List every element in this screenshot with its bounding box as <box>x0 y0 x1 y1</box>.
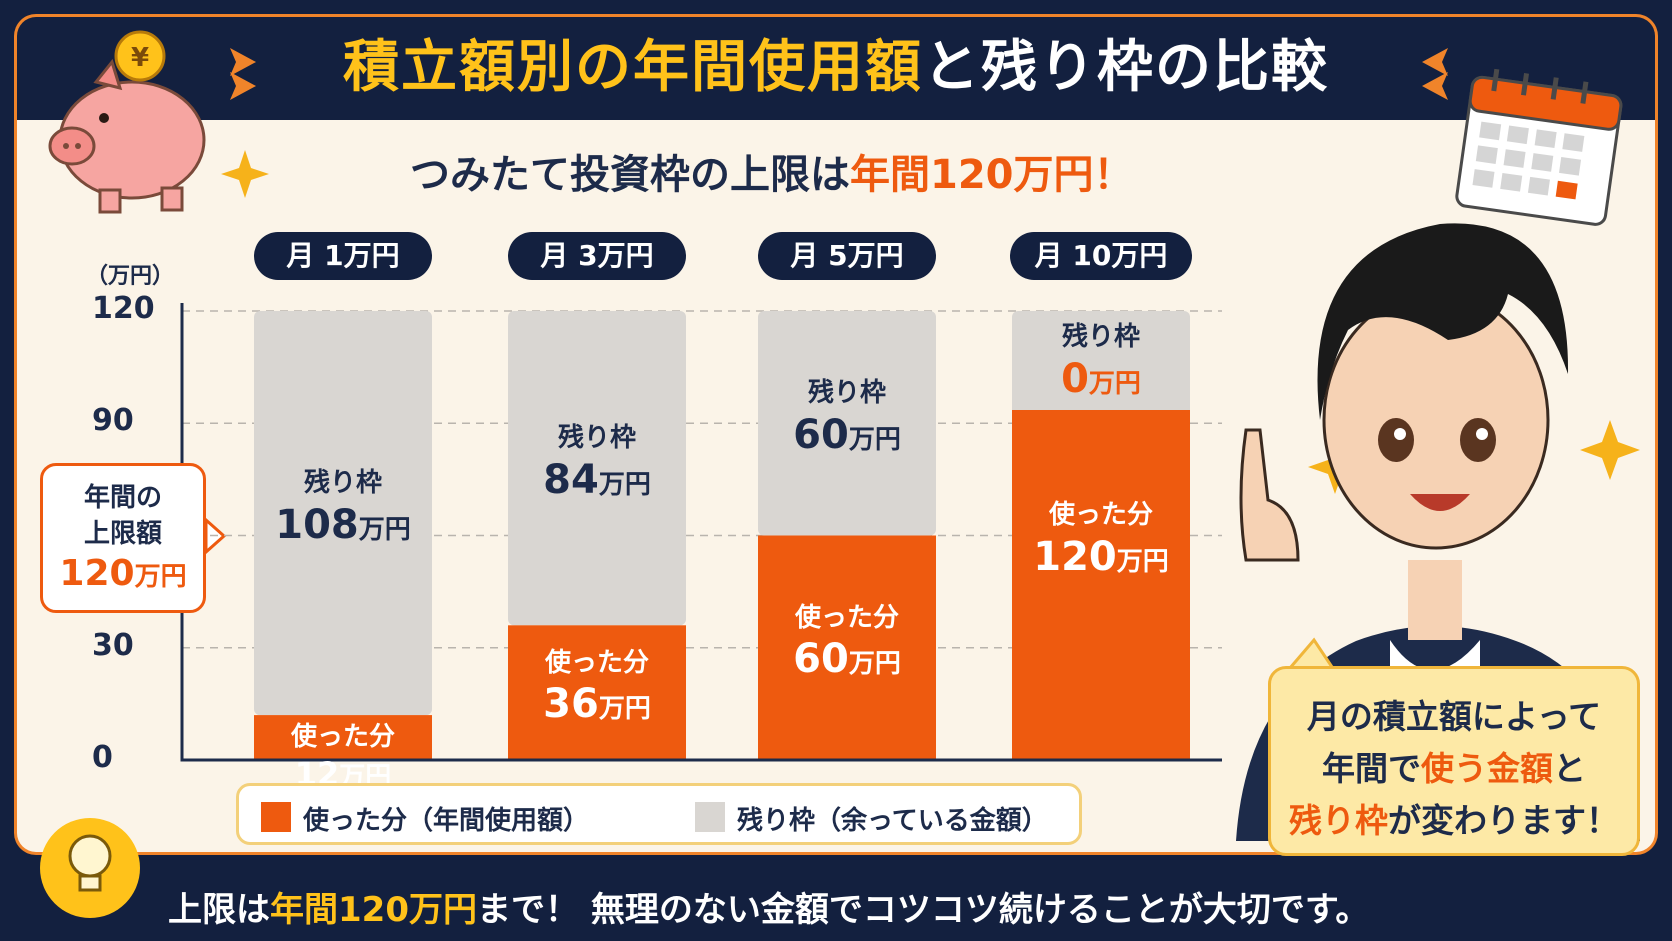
used-label-2-unit: 万円 <box>848 649 901 680</box>
subtitle-highlight: 年間120万円！ <box>850 152 1134 198</box>
remaining-label-3: 残り枠 0万円 <box>991 321 1211 404</box>
piggy-bank-icon <box>48 58 206 214</box>
limit-callout-line2: 上限額 <box>83 519 162 549</box>
used-label-2-number: 60 <box>793 636 849 683</box>
used-label-0-title: 使った分 <box>290 722 395 753</box>
remaining-label-0-unit: 万円 <box>358 514 411 545</box>
remaining-label-3-unit: 万円 <box>1088 368 1141 399</box>
bar-remaining-0 <box>254 311 432 716</box>
category-pill-0: 月 1万円 <box>254 232 432 280</box>
limit-callout-unit: 万円 <box>134 562 187 592</box>
category-pill-1: 月 3万円 <box>508 232 686 280</box>
remaining-label-3-title: 残り枠 <box>1061 322 1140 352</box>
remaining-label-0: 残り枠 108万円 <box>233 467 453 550</box>
used-label-2-title: 使った分 <box>794 602 899 633</box>
lightbulb-icon <box>40 818 140 918</box>
limit-callout-number: 120 <box>59 553 135 594</box>
used-label-1-value: 36万円 <box>487 679 707 729</box>
y-tick-90: 90 <box>92 403 134 439</box>
bar-used-1 <box>508 625 686 760</box>
used-label-1-unit: 万円 <box>598 694 651 725</box>
used-label-3: 使った分 120万円 <box>991 499 1211 582</box>
remaining-label-1-number: 84 <box>543 456 599 503</box>
title-chevron-left-icon <box>230 48 256 100</box>
used-label-3-unit: 万円 <box>1116 546 1169 577</box>
y-axis-unit: （万円） <box>86 264 175 289</box>
remaining-label-0-value: 108万円 <box>233 500 453 550</box>
title-bar <box>14 14 1658 124</box>
bar-used-3 <box>1012 410 1190 760</box>
bar-remaining-1 <box>508 311 686 626</box>
title-part-2: 年間使用額 <box>633 35 923 100</box>
remaining-label-2-value: 60万円 <box>737 410 957 460</box>
remaining-label-2-number: 60 <box>793 411 849 458</box>
bar-remaining-2 <box>758 311 936 536</box>
speech-line1: 月の積立額によって <box>1306 697 1602 736</box>
footer-suffix: まで！ 無理のない金額でコツコツ続けることが大切です。 <box>476 890 1370 930</box>
remaining-label-2-unit: 万円 <box>848 424 901 455</box>
used-label-1-number: 36 <box>543 681 599 728</box>
y-tick-30: 30 <box>92 627 134 663</box>
remaining-label-0-title: 残り枠 <box>303 468 382 499</box>
y-tick-0: 0 <box>92 740 113 775</box>
speech-line3-highlight: 残り枠 <box>1289 801 1388 840</box>
page-title: 積立額別の年間使用額と残り枠の比較 <box>0 22 1672 103</box>
speech-bubble: 月の積立額によって 年間で使う金額と 残り枠が変わります！ <box>1268 666 1640 856</box>
calendar-icon <box>1455 68 1623 226</box>
title-part-1: 積立額別の <box>343 35 633 100</box>
used-label-2-value: 60万円 <box>737 634 957 684</box>
subtitle: つみたて投資枠の上限は年間120万円！ <box>410 142 1310 200</box>
speech-line2-highlight: 使う金額 <box>1421 749 1553 788</box>
footer-message: 上限は年間120万円まで！ 無理のない金額でコツコツ続けることが大切です。 <box>168 882 1568 931</box>
used-label-3-title: 使った分 <box>1048 500 1153 530</box>
yen-coin-icon: ¥ <box>114 30 166 82</box>
y-tick-120: 120 <box>92 291 155 326</box>
footer-highlight: 年間120万円 <box>270 890 477 930</box>
legend-used-swatch <box>261 802 291 832</box>
bar-used-2 <box>758 535 936 760</box>
speech-line2: 年間で使う金額と <box>1271 743 1637 795</box>
remaining-label-0-number: 108 <box>275 501 359 548</box>
remaining-label-1-unit: 万円 <box>598 469 651 500</box>
legend-remaining-swatch <box>695 802 725 832</box>
title-chevron-right-icon <box>1422 48 1448 100</box>
legend-used-label: 使った分（年間使用額） <box>303 806 590 836</box>
remaining-label-1-title: 残り枠 <box>557 423 636 454</box>
footer-prefix: 上限は <box>168 890 270 930</box>
title-part-3: と残り枠の比較 <box>923 35 1329 100</box>
subtitle-prefix: つみたて投資枠の上限は <box>410 152 850 198</box>
remaining-label-3-value: 0万円 <box>991 354 1211 404</box>
used-label-3-value: 120万円 <box>991 532 1211 582</box>
bar-remaining-3 <box>1012 311 1190 421</box>
bar-used-0 <box>254 715 432 760</box>
category-pill-3: 月 10万円 <box>1010 232 1192 280</box>
chart-legend: 使った分（年間使用額） 残り枠（余っている金額） <box>236 783 1082 845</box>
limit-callout-value: 120万円 <box>43 552 203 599</box>
used-label-3-number: 120 <box>1033 533 1117 580</box>
speech-line2-a: 年間で <box>1322 749 1421 788</box>
svg-text:¥: ¥ <box>131 43 149 73</box>
used-label-1: 使った分 36万円 <box>487 647 707 730</box>
used-label-2: 使った分 60万円 <box>737 602 957 685</box>
remaining-label-1-value: 84万円 <box>487 455 707 505</box>
remaining-label-2-title: 残り枠 <box>807 378 886 409</box>
chart-axes <box>180 303 1222 762</box>
speech-line3-b: が変わります！ <box>1388 801 1619 840</box>
speech-line2-b: と <box>1553 749 1586 788</box>
category-pill-2: 月 5万円 <box>758 232 936 280</box>
remaining-label-2: 残り枠 60万円 <box>737 377 957 460</box>
remaining-label-1: 残り枠 84万円 <box>487 422 707 505</box>
used-label-1-title: 使った分 <box>544 647 649 678</box>
remaining-label-3-number: 0 <box>1061 355 1089 402</box>
annual-limit-callout: 年間の 上限額 120万円 <box>40 463 206 613</box>
speech-line3: 残り枠が変わります！ <box>1271 795 1637 847</box>
limit-callout-line1: 年間の <box>83 483 162 513</box>
legend-remaining-label: 残り枠（余っている金額） <box>737 806 1048 836</box>
